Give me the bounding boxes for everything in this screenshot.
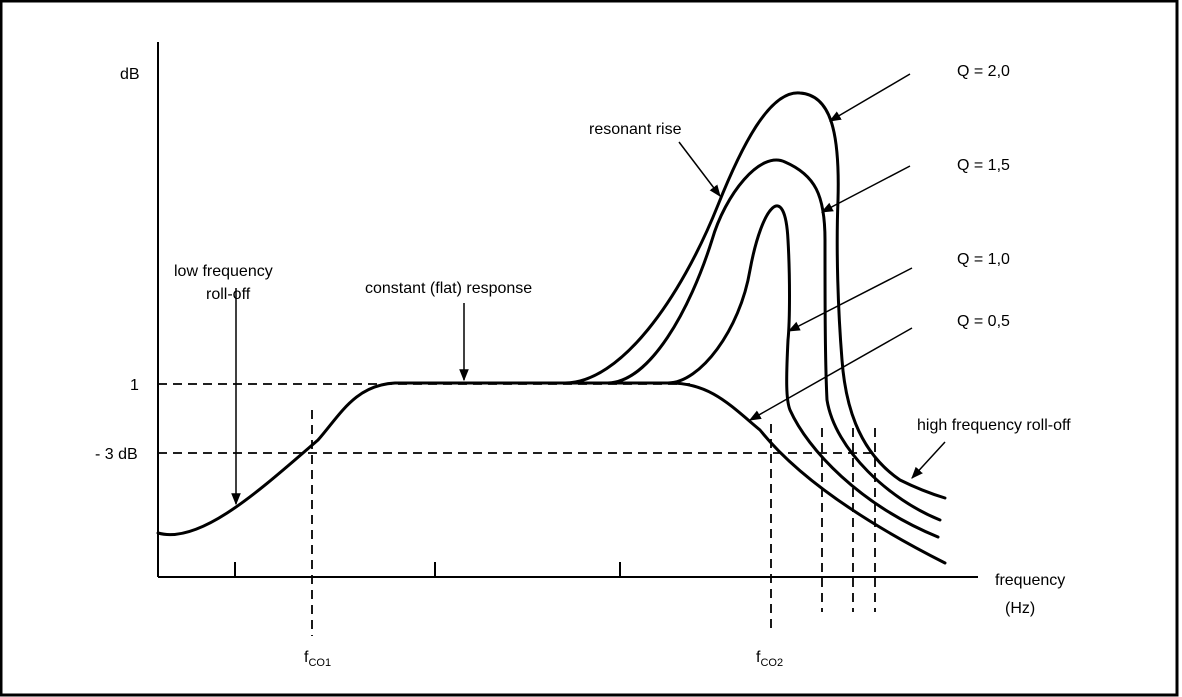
y-tick-unity: 1 [130,377,139,394]
y-axis-label: dB [120,66,140,83]
annotation-arrows [231,73,946,506]
q-label-0-5: Q = 0,5 [957,313,1010,330]
curve-q15 [606,158,942,522]
resonant-rise-label: resonant rise [589,121,682,138]
response-curves [156,91,947,565]
flat-response-label: constant (flat) response [365,280,532,297]
x-axis-label-line2: (Hz) [1005,600,1035,617]
arrow-high-rolloff [911,441,946,479]
arrow-q05 [748,327,913,421]
q-label-1-0: Q = 1,0 [957,251,1010,268]
q-label-1-5: Q = 1,5 [957,157,1010,174]
fco2-label: fCO2 [756,649,783,669]
curve-q20 [563,91,947,500]
q-label-2-0: Q = 2,0 [957,63,1010,80]
arrow-q10 [787,267,913,332]
arrow-q20 [828,73,911,122]
arrow-resonant-rise [678,141,721,197]
reference-lines [158,383,876,636]
low-rolloff-label-line2: roll-off [206,286,251,303]
x-axis-ticks [234,562,621,577]
y-tick-minus-3db: - 3 dB [95,446,138,463]
arrow-q15 [820,165,911,213]
low-rolloff-label-line1: low frequency [174,263,273,280]
base-curve-q05 [156,381,947,565]
x-axis-label-line1: frequency [995,572,1065,589]
high-rolloff-label: high frequency roll-off [917,417,1071,434]
fco1-label: fCO1 [304,649,331,669]
curve-q10 [666,204,940,539]
